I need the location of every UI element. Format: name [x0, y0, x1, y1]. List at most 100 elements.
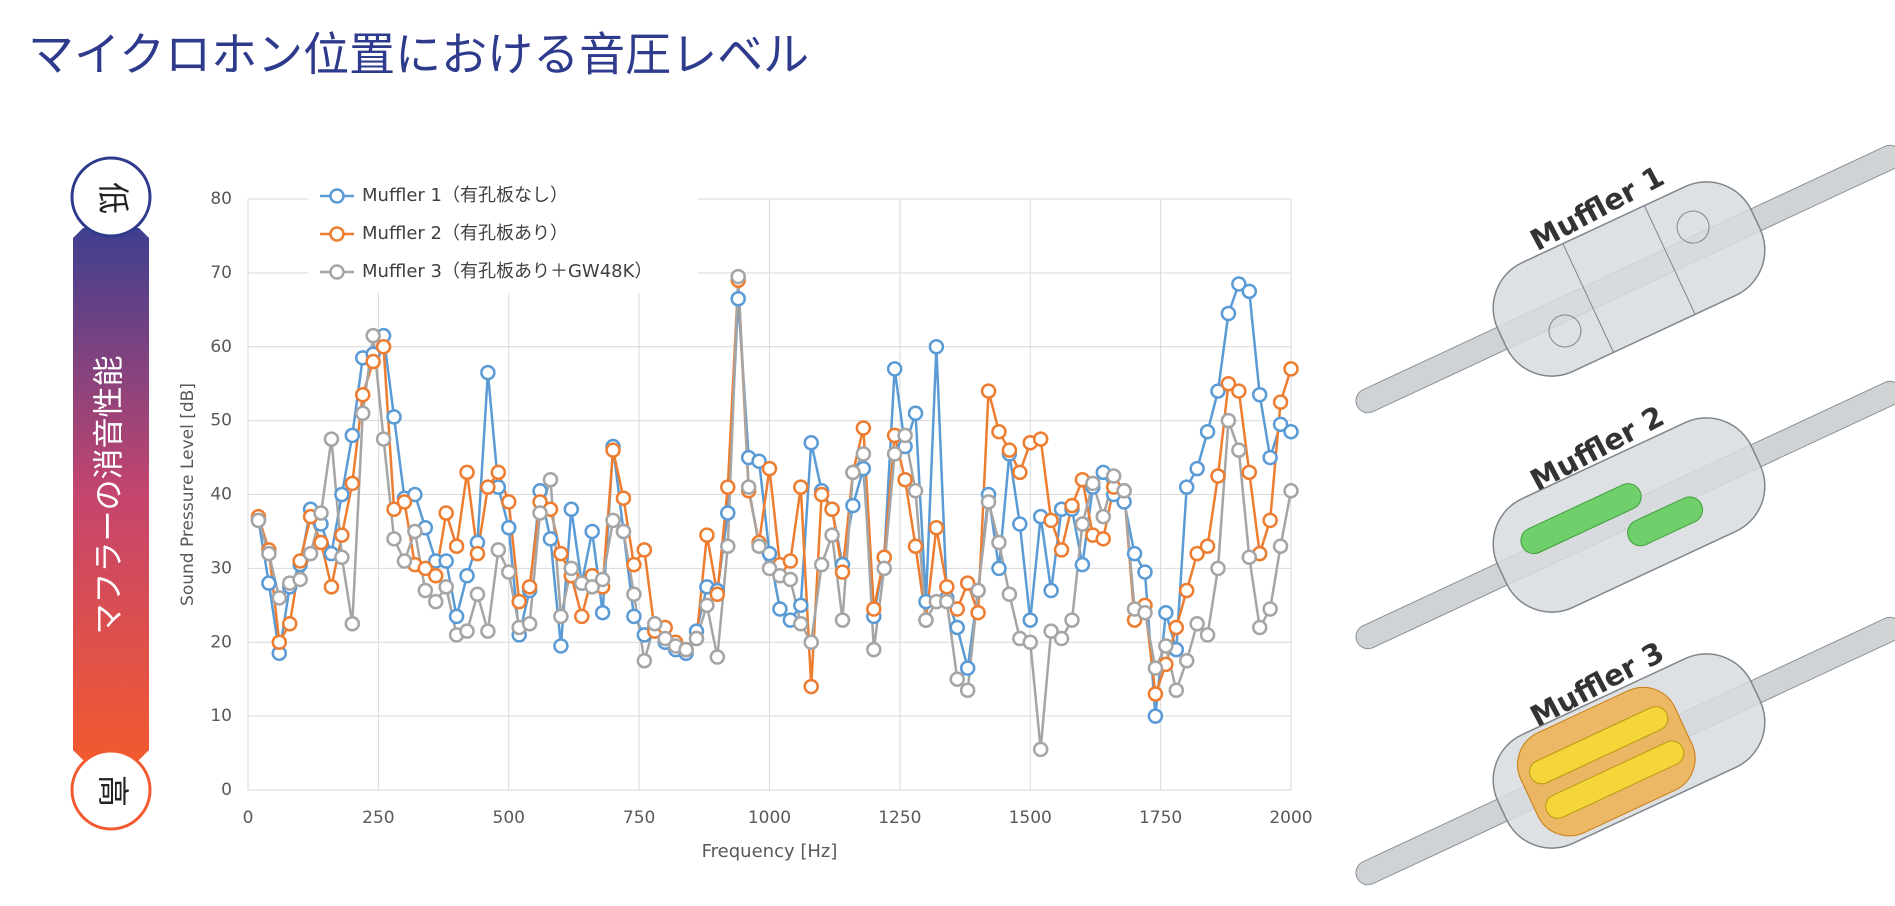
- data-point: [699, 597, 715, 614]
- legend-label: Muffler 2（有孔板あり）: [362, 223, 568, 244]
- data-point: [469, 586, 486, 602]
- data-point: [615, 523, 632, 540]
- data-point: [1032, 741, 1049, 758]
- data-point: [751, 538, 767, 554]
- legend-box: [308, 176, 698, 293]
- data-point: [730, 290, 746, 307]
- data-point: [772, 601, 788, 617]
- data-point: [605, 442, 621, 458]
- data-point: [761, 560, 778, 577]
- data-point: [1210, 468, 1226, 484]
- data-point: [501, 564, 517, 580]
- data-point: [1074, 556, 1091, 573]
- legend-marker: [329, 188, 345, 204]
- data-point: [1105, 468, 1122, 484]
- data-point: [501, 494, 517, 510]
- data-point: [438, 553, 454, 569]
- data-point: [521, 616, 538, 632]
- data-point: [991, 560, 1007, 577]
- data-point: [1189, 460, 1205, 477]
- data-point: [949, 601, 965, 617]
- data-point: [761, 460, 778, 477]
- x-tick-label: 1000: [748, 808, 791, 828]
- data-point: [1095, 531, 1112, 547]
- data-point: [1032, 431, 1049, 447]
- data-point: [657, 630, 673, 647]
- data-point: [281, 616, 298, 632]
- data-point: [855, 446, 872, 462]
- data-point: [594, 571, 611, 588]
- data-point: [323, 431, 340, 447]
- data-point: [302, 545, 319, 562]
- data-point: [584, 579, 600, 595]
- data-point: [615, 490, 632, 506]
- data-point: [1053, 542, 1070, 558]
- data-point: [584, 523, 600, 540]
- data-point: [886, 361, 903, 377]
- x-axis-label: Frequency [Hz]: [702, 841, 838, 862]
- scale-bottom-circle: [70, 749, 152, 831]
- data-point: [313, 505, 329, 521]
- data-point: [720, 479, 736, 495]
- data-point: [396, 553, 413, 569]
- data-point: [1147, 686, 1164, 702]
- data-point: [980, 494, 997, 510]
- data-point: [563, 501, 580, 518]
- x-tick-label: 250: [362, 808, 394, 828]
- data-point: [1158, 638, 1174, 654]
- data-point: [855, 420, 872, 436]
- data-point: [928, 519, 945, 536]
- y-tick-label: 0: [221, 780, 232, 800]
- data-point: [386, 531, 402, 547]
- data-point: [365, 327, 381, 344]
- data-point: [542, 471, 559, 488]
- y-tick-label: 70: [210, 263, 232, 283]
- slide-title: マイクロホン位置における音圧レベル: [28, 28, 809, 82]
- data-point: [459, 623, 475, 639]
- data-point: [1043, 512, 1059, 529]
- data-point: [918, 612, 934, 628]
- data-point: [720, 538, 736, 554]
- data-point: [636, 652, 653, 669]
- data-point: [647, 616, 663, 632]
- data-point: [261, 575, 277, 591]
- data-point: [782, 571, 799, 588]
- data-point: [480, 479, 496, 495]
- data-point: [417, 560, 434, 577]
- data-point: [1012, 464, 1028, 481]
- data-point: [1231, 383, 1247, 399]
- data-point: [1053, 630, 1070, 647]
- data-point: [709, 586, 726, 602]
- data-point: [1168, 682, 1185, 699]
- data-point: [928, 339, 945, 355]
- data-point: [605, 512, 621, 529]
- data-point: [1251, 619, 1268, 636]
- data-point: [1001, 586, 1018, 602]
- data-point: [1147, 660, 1164, 676]
- data-point: [793, 597, 809, 614]
- data-point: [803, 435, 819, 451]
- data-point: [751, 453, 767, 470]
- y-axis-label: Sound Pressure Level [dB]: [178, 383, 198, 606]
- data-point: [907, 538, 924, 554]
- y-tick-label: 10: [210, 706, 232, 726]
- data-point: [1095, 508, 1112, 525]
- data-point: [490, 464, 507, 481]
- y-tick-label: 20: [210, 632, 232, 652]
- data-point: [427, 593, 444, 610]
- data-point: [574, 608, 590, 625]
- data-point: [866, 641, 882, 658]
- data-point: [1022, 634, 1038, 650]
- data-point: [1251, 387, 1268, 403]
- data-point: [438, 505, 454, 521]
- data-point: [845, 464, 861, 481]
- data-point: [1126, 545, 1143, 562]
- data-point: [793, 616, 809, 632]
- data-point: [626, 556, 642, 573]
- data-point: [886, 446, 903, 462]
- x-tick-label: 500: [493, 808, 525, 828]
- data-point: [1231, 276, 1247, 292]
- data-point: [959, 575, 976, 591]
- data-point: [939, 579, 955, 595]
- data-point: [323, 579, 340, 595]
